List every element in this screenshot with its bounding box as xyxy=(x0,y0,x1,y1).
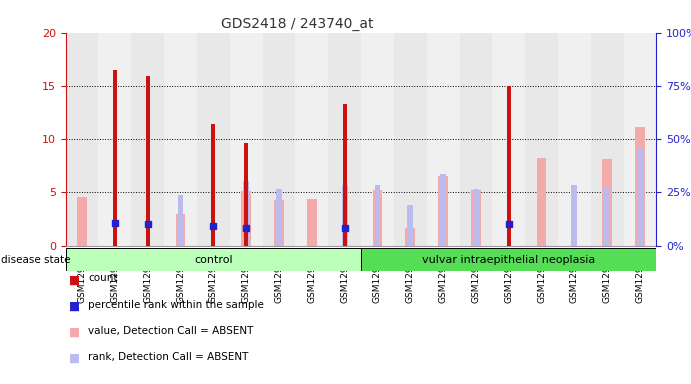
Bar xyxy=(460,33,492,246)
Bar xyxy=(604,187,610,246)
Bar xyxy=(558,33,591,246)
Bar xyxy=(276,189,282,246)
Bar xyxy=(328,33,361,246)
Bar xyxy=(98,33,131,246)
Bar xyxy=(637,148,643,246)
Bar xyxy=(211,124,216,246)
Bar xyxy=(375,185,381,246)
Bar xyxy=(341,185,348,246)
Text: ■: ■ xyxy=(69,352,80,365)
Bar xyxy=(635,127,645,246)
Bar xyxy=(131,33,164,246)
Text: ■: ■ xyxy=(69,273,80,286)
Bar xyxy=(197,33,229,246)
Bar xyxy=(591,33,623,246)
Bar xyxy=(361,248,656,271)
Bar xyxy=(407,205,413,246)
Bar xyxy=(426,33,460,246)
Bar xyxy=(77,197,87,246)
Text: ■: ■ xyxy=(69,326,80,339)
Bar xyxy=(603,159,612,246)
Bar xyxy=(307,199,316,246)
Bar xyxy=(438,177,448,246)
Bar xyxy=(66,248,361,271)
Bar xyxy=(164,33,197,246)
Bar xyxy=(263,33,295,246)
Bar xyxy=(243,181,249,246)
Bar xyxy=(176,214,185,246)
Text: value, Detection Call = ABSENT: value, Detection Call = ABSENT xyxy=(88,326,254,336)
Bar xyxy=(473,189,479,246)
Bar xyxy=(623,33,656,246)
Bar xyxy=(343,104,347,246)
Bar xyxy=(507,86,511,246)
Text: GDS2418 / 243740_at: GDS2418 / 243740_at xyxy=(221,17,373,31)
Bar xyxy=(361,33,394,246)
Text: ■: ■ xyxy=(69,300,80,313)
Bar xyxy=(372,190,382,246)
Bar xyxy=(66,33,98,246)
Bar xyxy=(178,195,184,246)
Bar xyxy=(537,158,547,246)
Text: vulvar intraepithelial neoplasia: vulvar intraepithelial neoplasia xyxy=(422,255,596,265)
Text: control: control xyxy=(194,255,233,265)
Text: count: count xyxy=(88,273,118,283)
Text: percentile rank within the sample: percentile rank within the sample xyxy=(88,300,265,310)
Bar xyxy=(471,190,481,246)
Bar xyxy=(406,228,415,246)
Bar xyxy=(113,70,117,246)
Text: disease state: disease state xyxy=(1,255,71,265)
Bar xyxy=(295,33,328,246)
Bar xyxy=(440,174,446,246)
Bar xyxy=(525,33,558,246)
Bar xyxy=(146,76,150,246)
Bar xyxy=(394,33,426,246)
Bar xyxy=(244,144,248,246)
Bar xyxy=(241,191,251,246)
Bar xyxy=(274,200,284,246)
Bar xyxy=(492,33,525,246)
Text: rank, Detection Call = ABSENT: rank, Detection Call = ABSENT xyxy=(88,352,249,362)
Bar xyxy=(571,185,578,246)
Bar xyxy=(229,33,263,246)
